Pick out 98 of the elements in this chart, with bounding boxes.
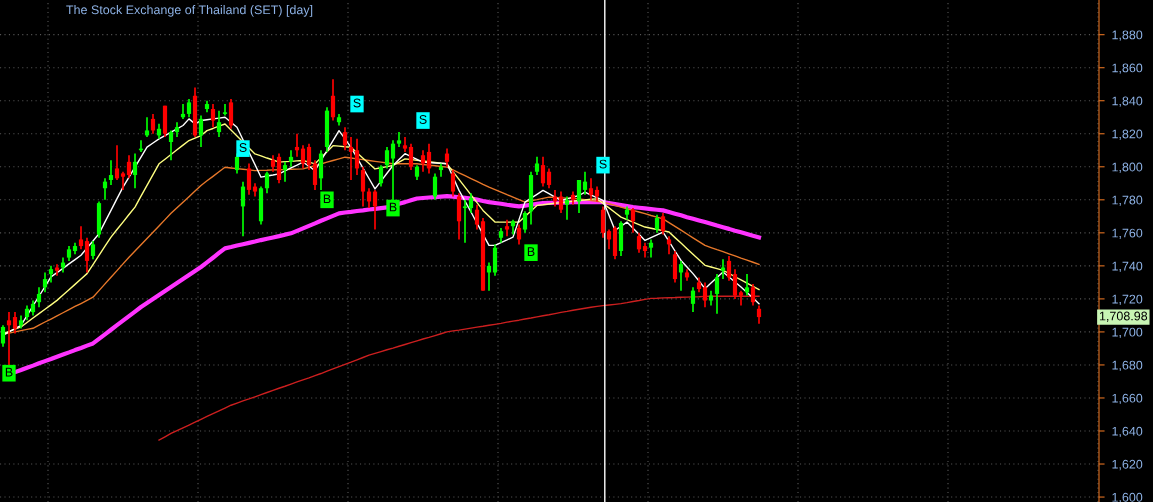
candlestick: [312, 159, 318, 191]
candlestick: [0, 324, 6, 348]
candlestick: [198, 114, 204, 148]
data-label: B: [527, 247, 535, 256]
data-label: S: [353, 98, 361, 108]
candlestick: [744, 273, 750, 297]
candlestick: [90, 240, 96, 261]
candlestick: [474, 203, 480, 231]
y-tick-label: 1,620: [1112, 459, 1143, 471]
candlestick: [240, 180, 246, 237]
y-tick-label: 1,660: [1112, 393, 1143, 405]
candlestick: [732, 268, 738, 300]
y-tick-label: 1,760: [1112, 228, 1143, 239]
chart-title: The Stock Exchange of Thailand (SET) [day]: [66, 5, 313, 17]
candlestick: [600, 205, 606, 239]
y-tick-label: 1,860: [1112, 63, 1143, 74]
candlestick: [756, 304, 762, 325]
y-tick-label: 1,640: [1112, 426, 1143, 438]
candlestick: [114, 144, 120, 181]
candlestick: [420, 149, 426, 173]
candlestick: [222, 103, 228, 117]
y-tick-label: 1,720: [1112, 294, 1143, 306]
candlestick: [606, 228, 612, 251]
candlestick: [540, 156, 546, 188]
candlestick: [126, 154, 132, 180]
candlestick: [84, 236, 90, 274]
candlestick: [42, 271, 48, 294]
candlestick: [522, 210, 528, 234]
candlestick: [348, 136, 354, 181]
candlestick: [654, 213, 660, 234]
y-tick-label: 1,800: [1112, 162, 1143, 173]
candlestick: [330, 78, 336, 122]
candlestick: [648, 238, 654, 259]
candlestick: [78, 225, 84, 251]
candlestick: [378, 164, 384, 188]
candlestick: [372, 189, 378, 231]
y-tick-label: 1,780: [1112, 195, 1143, 206]
candlestick: [282, 160, 288, 183]
candlestick: [564, 195, 570, 221]
candlestick: [630, 207, 636, 234]
candlestick: [636, 232, 642, 254]
candlestick: [384, 146, 390, 170]
y-tick-label: 1,820: [1112, 129, 1143, 140]
candlestick: [750, 283, 756, 307]
candlestick: [12, 311, 18, 335]
y-tick-label: 1,740: [1112, 261, 1143, 272]
candlestick: [450, 169, 456, 198]
data-label: S: [419, 115, 427, 124]
candlestick: [468, 192, 474, 214]
data-label: B: [5, 367, 13, 377]
candlestick: [408, 142, 414, 171]
candlestick: [186, 98, 192, 119]
data-label: S: [599, 159, 607, 169]
data-label: B: [323, 194, 331, 204]
candlestick: [666, 235, 672, 256]
candlestick: [360, 165, 366, 208]
candlestick: [246, 162, 252, 196]
candlestick: [660, 212, 666, 236]
candlestick: [306, 142, 312, 171]
candlestick: [576, 179, 582, 214]
candlestick: [582, 170, 588, 196]
candlestick: [150, 113, 156, 135]
candlestick: [6, 311, 12, 368]
candlestick: [702, 281, 708, 308]
candlestick: [714, 273, 720, 315]
candlestick: [354, 137, 360, 176]
candlestick: [444, 147, 450, 168]
candlestick: [726, 255, 732, 282]
candlestick: [588, 177, 594, 201]
candlestick: [132, 152, 138, 190]
candlestick: [342, 126, 348, 152]
text: 1,708.98: [1099, 311, 1148, 322]
candlestick: [462, 198, 468, 244]
y-tick-label: 1,680: [1112, 360, 1143, 372]
candlestick: [432, 172, 438, 201]
candlestick: [144, 116, 150, 138]
data-label: B: [389, 202, 397, 212]
candlestick: [36, 286, 42, 308]
data-label: S: [239, 143, 247, 152]
candlestick: [690, 286, 696, 313]
candlestick: [264, 170, 270, 195]
candlestick: [108, 159, 114, 186]
y-tick-label: 1,700: [1112, 327, 1143, 339]
y-tick-label: 1,880: [1112, 30, 1143, 41]
candlestick: [228, 98, 234, 130]
candlestick: [534, 156, 540, 176]
candlestick: [168, 129, 174, 162]
candlestick: [120, 170, 126, 191]
candlestick: [426, 142, 432, 175]
candlestick: [216, 109, 222, 138]
candlestick: [516, 223, 522, 246]
y-tick-label: 1,840: [1112, 96, 1143, 107]
candlestick: [276, 152, 282, 185]
candlestick: [546, 167, 552, 190]
candlestick: [678, 260, 684, 292]
candlestick: [210, 103, 216, 128]
candlestick: [558, 190, 564, 214]
candlestick: [300, 144, 306, 170]
